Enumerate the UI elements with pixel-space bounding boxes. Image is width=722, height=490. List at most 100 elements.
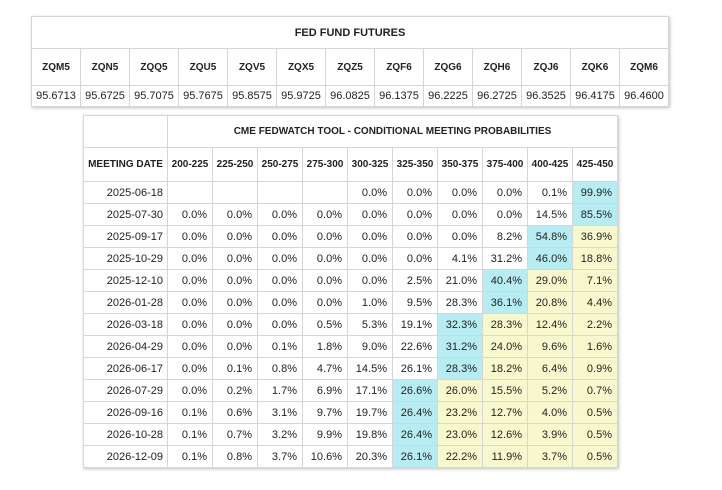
probability-cell: 9.7% xyxy=(302,401,348,424)
probability-cell: 1.0% xyxy=(347,291,393,314)
probability-cell-max: 40.4% xyxy=(482,269,528,292)
probability-cell: 0.0% xyxy=(212,247,258,270)
rate-range-header: 275-300 xyxy=(302,147,348,182)
futures-title-row: FED FUND FUTURES xyxy=(31,16,669,49)
probability-cell: 0.0% xyxy=(167,203,213,226)
probability-cell: 0.5% xyxy=(572,423,618,446)
probability-cell xyxy=(257,181,303,204)
probability-cell: 9.9% xyxy=(302,423,348,446)
probability-cell: 24.0% xyxy=(482,335,528,358)
probability-cell-max: 36.1% xyxy=(482,291,528,314)
futures-code-row: ZQM5 ZQN5 ZQQ5 ZQU5 ZQV5 ZQX5 ZQZ5 ZQF6 ZQG6 ZQH6… xyxy=(31,48,669,86)
probability-cell: 0.1% xyxy=(167,445,213,468)
probability-cell-max: 26.4% xyxy=(392,401,438,424)
contract-code: ZQK6 xyxy=(570,48,620,86)
probability-cell: 0.0% xyxy=(392,203,438,226)
probability-cell: 0.9% xyxy=(572,357,618,380)
probability-cell: 5.3% xyxy=(347,313,393,336)
probability-cell: 0.0% xyxy=(167,291,213,314)
probability-cell: 0.0% xyxy=(167,379,213,402)
probability-cell: 0.7% xyxy=(212,423,258,446)
meeting-row: 2026-01-28 0.0% 0.0% 0.0% 0.0% 1.0% 9.5% 28.3% 3… xyxy=(83,291,618,314)
probability-cell-max: 99.9% xyxy=(572,181,618,204)
rate-range-header: 250-275 xyxy=(257,147,303,182)
probability-cell-max: 26.4% xyxy=(392,423,438,446)
contract-code: ZQQ5 xyxy=(129,48,179,86)
probability-cell: 0.0% xyxy=(482,181,528,204)
contract-price: 96.4175 xyxy=(570,85,620,107)
contract-code: ZQN5 xyxy=(80,48,130,86)
probability-cell: 4.0% xyxy=(527,401,573,424)
meeting-date: 2026-10-28 xyxy=(83,423,168,446)
rate-range-header: 400-425 xyxy=(527,147,573,182)
probability-cell: 23.0% xyxy=(437,423,483,446)
probability-cell: 3.2% xyxy=(257,423,303,446)
probability-cell: 14.5% xyxy=(527,203,573,226)
probability-cell: 12.7% xyxy=(482,401,528,424)
contract-code: ZQJ6 xyxy=(521,48,571,86)
contract-price: 95.7675 xyxy=(178,85,228,107)
contract-code: ZQG6 xyxy=(423,48,473,86)
meeting-row: 2026-12-09 0.1% 0.8% 3.7% 10.6% 20.3% 26.1% 22.… xyxy=(83,445,618,468)
probability-cell: 0.0% xyxy=(347,203,393,226)
contract-code: ZQM5 xyxy=(31,48,81,86)
meeting-date-header: MEETING DATE xyxy=(83,147,168,182)
meeting-date: 2026-04-29 xyxy=(83,335,168,358)
probabilities-title: CME FEDWATCH TOOL - CONDITIONAL MEETING … xyxy=(167,115,618,148)
probability-cell: 0.2% xyxy=(212,379,258,402)
probability-cell: 0.0% xyxy=(212,313,258,336)
probability-cell: 0.0% xyxy=(212,269,258,292)
probability-cell: 0.0% xyxy=(437,181,483,204)
probability-cell-max: 28.3% xyxy=(437,357,483,380)
probability-cell: 1.6% xyxy=(572,335,618,358)
rate-range-header: 225-250 xyxy=(212,147,258,182)
probability-cell: 9.5% xyxy=(392,291,438,314)
probability-cell-max: 85.5% xyxy=(572,203,618,226)
probability-cell: 0.0% xyxy=(347,247,393,270)
contract-price: 95.6725 xyxy=(80,85,130,107)
contract-code: ZQV5 xyxy=(227,48,277,86)
contract-price: 96.1375 xyxy=(374,85,424,107)
contract-price: 95.9725 xyxy=(276,85,326,107)
probabilities-title-row: CME FEDWATCH TOOL - CONDITIONAL MEETING … xyxy=(83,115,618,148)
contract-price: 96.0825 xyxy=(325,85,375,107)
rate-range-header: 350-375 xyxy=(437,147,483,182)
probability-cell: 0.0% xyxy=(302,225,348,248)
probability-cell: 0.1% xyxy=(167,423,213,446)
probability-cell xyxy=(167,181,213,204)
meeting-row: 2025-07-30 0.0% 0.0% 0.0% 0.0% 0.0% 0.0% 0.0% 0.… xyxy=(83,203,618,226)
probability-cell: 6.9% xyxy=(302,379,348,402)
probability-cell: 0.0% xyxy=(257,269,303,292)
futures-body: FED FUND FUTURES ZQM5 ZQN5 ZQQ5 ZQU5 ZQV5 ZQX… xyxy=(31,16,669,107)
probability-cell: 28.3% xyxy=(482,313,528,336)
probability-cell: 2.2% xyxy=(572,313,618,336)
probability-cell: 19.8% xyxy=(347,423,393,446)
probability-cell: 0.0% xyxy=(392,247,438,270)
probability-cell: 0.0% xyxy=(347,225,393,248)
contract-price: 95.8575 xyxy=(227,85,277,107)
probability-cell: 0.1% xyxy=(212,357,258,380)
probability-cell: 0.0% xyxy=(167,269,213,292)
probability-cell: 19.7% xyxy=(347,401,393,424)
contract-code: ZQM6 xyxy=(619,48,669,86)
meeting-date: 2026-12-09 xyxy=(83,445,168,468)
probability-cell: 0.8% xyxy=(257,357,303,380)
probability-cell: 0.7% xyxy=(572,379,618,402)
probability-cell xyxy=(302,181,348,204)
probability-cell: 21.0% xyxy=(437,269,483,292)
rate-range-header: 425-450 xyxy=(572,147,618,182)
rate-range-header: 375-400 xyxy=(482,147,528,182)
probability-cell: 12.6% xyxy=(482,423,528,446)
meeting-date: 2025-07-30 xyxy=(83,203,168,226)
probability-cell: 0.0% xyxy=(392,225,438,248)
probability-cell: 7.1% xyxy=(572,269,618,292)
probability-cell: 18.8% xyxy=(572,247,618,270)
probabilities-header-row: MEETING DATE 200-225 225-250 250-275 275-30… xyxy=(83,147,618,182)
meeting-date: 2026-07-29 xyxy=(83,379,168,402)
probability-cell: 9.0% xyxy=(347,335,393,358)
meeting-row: 2025-10-29 0.0% 0.0% 0.0% 0.0% 0.0% 0.0% 4.1% 31… xyxy=(83,247,618,270)
probability-cell: 26.1% xyxy=(392,357,438,380)
probability-cell: 15.5% xyxy=(482,379,528,402)
probability-cell: 0.0% xyxy=(437,203,483,226)
meeting-row: 2025-12-10 0.0% 0.0% 0.0% 0.0% 0.0% 2.5% 21.0% 4… xyxy=(83,269,618,292)
